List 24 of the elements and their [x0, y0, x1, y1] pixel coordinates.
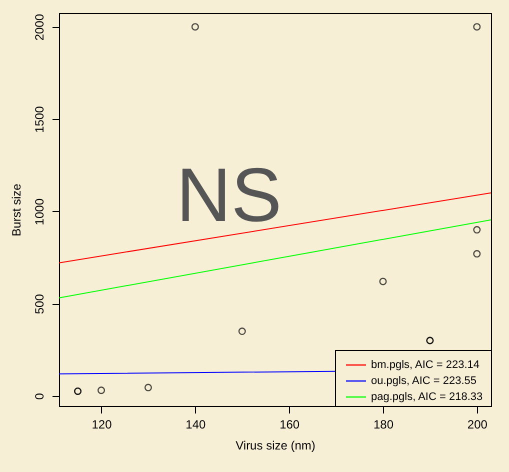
- y-tick-label: 1000: [32, 198, 46, 226]
- y-tick-label: 1500: [32, 106, 46, 133]
- point: [379, 278, 387, 286]
- y-tick-label: 0: [32, 392, 46, 400]
- x-tick-label: 120: [92, 418, 112, 432]
- point: [473, 23, 481, 31]
- legend-label: bm.pgls, AIC = 223.14: [371, 359, 480, 371]
- y-axis-title: Burst size: [10, 183, 24, 236]
- y-tick-label: 2000: [32, 14, 46, 41]
- y-tick-label: 500: [32, 294, 46, 314]
- point: [473, 250, 481, 258]
- x-axis-title: Virus size (nm): [236, 438, 316, 452]
- point: [144, 384, 152, 392]
- legend-label: ou.pgls, AIC = 223.55: [371, 375, 476, 387]
- x-tick-label: 140: [186, 418, 206, 432]
- x-tick-label: 180: [373, 418, 394, 432]
- point: [191, 23, 199, 31]
- x-tick-label: 200: [467, 418, 488, 432]
- annotation: NS: [176, 153, 282, 238]
- point: [238, 328, 246, 336]
- x-tick-label: 160: [280, 418, 300, 432]
- point: [98, 386, 106, 394]
- point: [473, 226, 481, 234]
- legend-label: pag.pgls, AIC = 218.33: [371, 391, 483, 403]
